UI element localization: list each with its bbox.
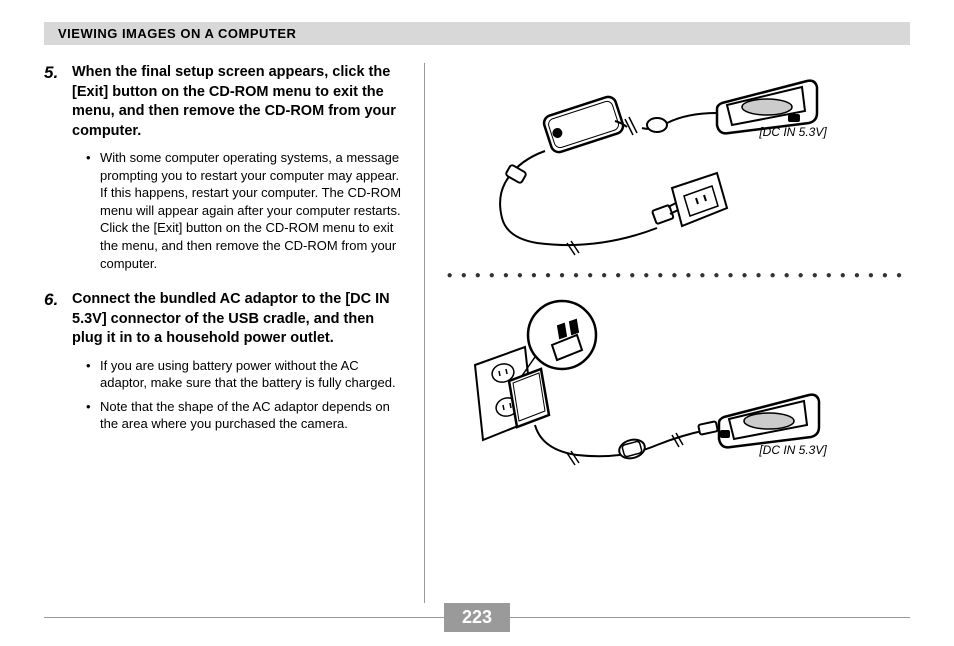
content-columns: 5. When the final setup screen appears, …: [44, 63, 910, 603]
footer-line-left: [44, 617, 444, 618]
dc-in-label: [DC IN 5.3V]: [759, 125, 826, 139]
diagram-ac-adaptor-inline: [DC IN 5.3V]: [447, 63, 827, 258]
step-bullet: If you are using battery power without t…: [86, 357, 404, 392]
page-footer: 223: [0, 603, 954, 632]
step-title: When the final setup screen appears, cli…: [72, 63, 404, 141]
left-column: 5. When the final setup screen appears, …: [44, 63, 424, 603]
step-title: Connect the bundled AC adaptor to the [D…: [72, 290, 404, 349]
step-bullet: With some computer operating systems, a …: [86, 149, 404, 272]
step-6: 6. Connect the bundled AC adaptor to the…: [44, 290, 404, 433]
dc-in-label: [DC IN 5.3V]: [759, 443, 826, 457]
step-number: 6.: [44, 290, 72, 310]
step-number: 5.: [44, 63, 72, 83]
page-number: 223: [444, 603, 510, 632]
right-column: [DC IN 5.3V] ●●●●●●●●●●●●●●●●●●●●●●●●●●●…: [424, 63, 910, 603]
footer-line-right: [510, 617, 910, 618]
step-5: 5. When the final setup screen appears, …: [44, 63, 404, 272]
step-bullet: Note that the shape of the AC adaptor de…: [86, 398, 404, 433]
diagram-ac-adaptor-wallwart: [DC IN 5.3V]: [447, 295, 827, 480]
diagram-separator: ●●●●●●●●●●●●●●●●●●●●●●●●●●●●●●●●●: [447, 270, 910, 281]
section-header: VIEWING IMAGES ON A COMPUTER: [44, 22, 910, 45]
